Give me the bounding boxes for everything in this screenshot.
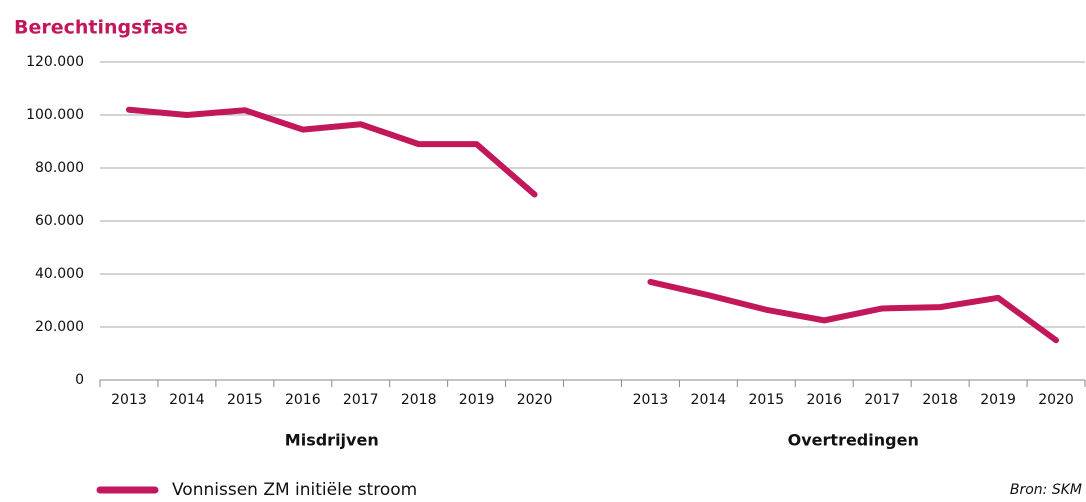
y-tick-label: 40.000 xyxy=(35,266,84,282)
x-tick-label: 2019 xyxy=(980,392,1016,408)
legend-label: Vonnissen ZM initiële stroom xyxy=(172,480,417,500)
group-label: Overtredingen xyxy=(788,431,919,450)
x-tick-label: 2013 xyxy=(111,392,147,408)
x-tick-label: 2017 xyxy=(864,392,900,408)
x-tick-label: 2016 xyxy=(285,392,321,408)
x-tick-label: 2018 xyxy=(401,392,437,408)
x-tick-label: 2019 xyxy=(459,392,495,408)
y-tick-label: 120.000 xyxy=(26,54,84,70)
y-tick-label: 20.000 xyxy=(35,319,84,335)
x-tick-label: 2018 xyxy=(922,392,958,408)
x-tick-label: 2020 xyxy=(1038,392,1074,408)
x-tick-label: 2013 xyxy=(633,392,669,408)
y-tick-label: 60.000 xyxy=(35,213,84,229)
x-tick-label: 2015 xyxy=(227,392,263,408)
line xyxy=(125,106,1060,344)
x-tick-label: 2017 xyxy=(343,392,379,408)
x-tick-label: 2014 xyxy=(691,392,727,408)
x-tick-label: 2014 xyxy=(169,392,205,408)
y-tick-label: 100.000 xyxy=(26,107,84,123)
x-tick-label: 2015 xyxy=(749,392,785,408)
chart-title: Berechtingsfase xyxy=(14,17,188,39)
x-tick-label: 2016 xyxy=(806,392,842,408)
group-label: Misdrijven xyxy=(285,431,379,450)
source: Bron: SKM xyxy=(1010,482,1082,498)
x-tick-label: 2020 xyxy=(517,392,553,408)
y-tick-label: 0 xyxy=(75,372,84,388)
y-tick-label: 80.000 xyxy=(35,160,84,176)
